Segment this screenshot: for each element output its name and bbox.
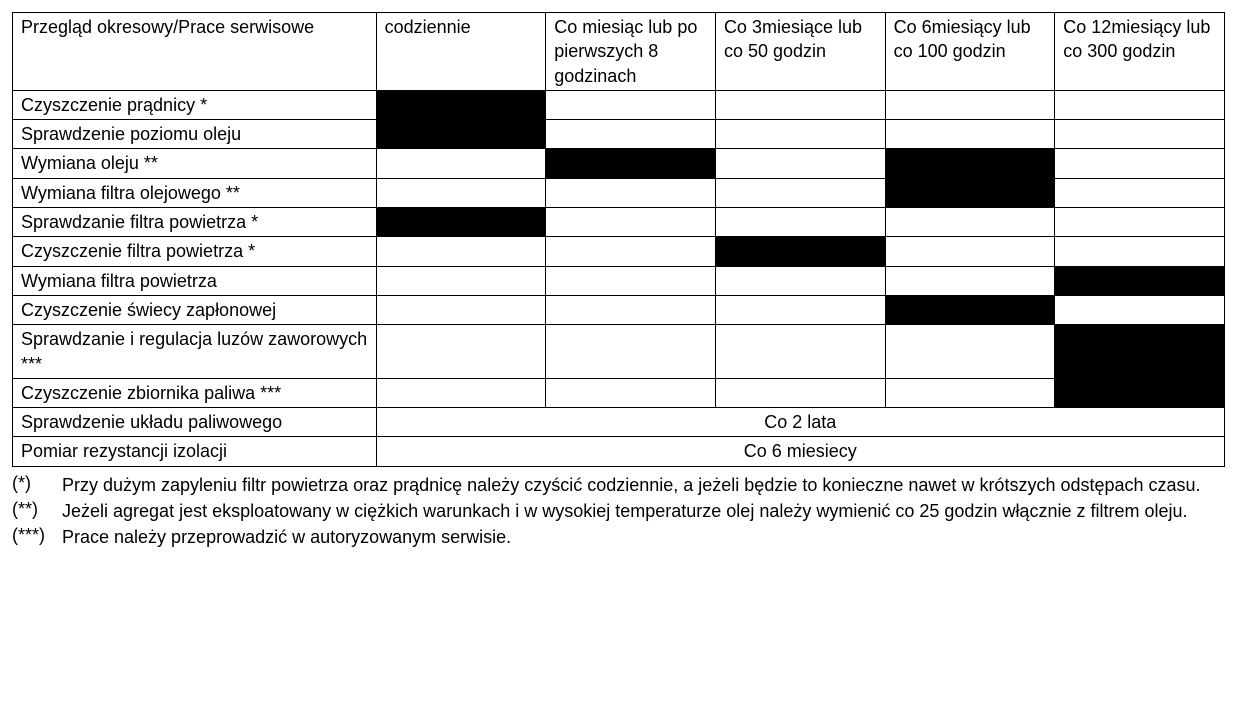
table-row: Wymiana oleju ** bbox=[13, 149, 1225, 178]
interval-cell bbox=[546, 237, 716, 266]
col-header-12mo: Co 12miesiący lub co 300 godzin bbox=[1055, 13, 1225, 91]
interval-cell bbox=[1055, 266, 1225, 295]
interval-cell bbox=[1055, 178, 1225, 207]
task-cell: Czyszczenie świecy zapłonowej bbox=[13, 295, 377, 324]
task-cell: Sprawdzenie poziomu oleju bbox=[13, 120, 377, 149]
interval-cell bbox=[1055, 120, 1225, 149]
task-cell: Czyszczenie filtra powietrza * bbox=[13, 237, 377, 266]
col-header-daily: codziennie bbox=[376, 13, 546, 91]
interval-cell bbox=[376, 237, 546, 266]
interval-cell bbox=[885, 90, 1055, 119]
interval-cell bbox=[376, 178, 546, 207]
table-row: Czyszczenie zbiornika paliwa *** bbox=[13, 378, 1225, 407]
table-row: Pomiar rezystancji izolacjiCo 6 miesiecy bbox=[13, 437, 1225, 466]
interval-cell bbox=[376, 208, 546, 237]
footnote: (**) Jeżeli agregat jest eksploatowany w… bbox=[12, 499, 1225, 523]
spanned-cell: Co 2 lata bbox=[376, 408, 1224, 437]
interval-cell bbox=[885, 120, 1055, 149]
interval-cell bbox=[546, 120, 716, 149]
footnote: (***) Prace należy przeprowadzić w autor… bbox=[12, 525, 1225, 549]
interval-cell bbox=[1055, 208, 1225, 237]
interval-cell bbox=[715, 378, 885, 407]
interval-cell bbox=[376, 149, 546, 178]
footnote-marker: (***) bbox=[12, 525, 62, 546]
interval-cell bbox=[1055, 325, 1225, 379]
footnote-text: Przy dużym zapyleniu filtr powietrza ora… bbox=[62, 473, 1225, 497]
interval-cell bbox=[376, 120, 546, 149]
table-row: Sprawdzenie układu paliwowegoCo 2 lata bbox=[13, 408, 1225, 437]
task-cell: Sprawdzanie filtra powietrza * bbox=[13, 208, 377, 237]
interval-cell bbox=[715, 266, 885, 295]
interval-cell bbox=[546, 149, 716, 178]
footnote-text: Prace należy przeprowadzić w autoryzowan… bbox=[62, 525, 1225, 549]
interval-cell bbox=[715, 237, 885, 266]
task-cell: Wymiana filtra olejowego ** bbox=[13, 178, 377, 207]
table-row: Wymiana filtra olejowego ** bbox=[13, 178, 1225, 207]
maintenance-table: Przegląd okresowy/Prace serwisowe codzie… bbox=[12, 12, 1225, 467]
table-row: Czyszczenie świecy zapłonowej bbox=[13, 295, 1225, 324]
interval-cell bbox=[546, 90, 716, 119]
interval-cell bbox=[715, 90, 885, 119]
col-header-3mo: Co 3miesiące lub co 50 godzin bbox=[715, 13, 885, 91]
interval-cell bbox=[885, 325, 1055, 379]
table-row: Czyszczenie filtra powietrza * bbox=[13, 237, 1225, 266]
table-row: Sprawdzenie poziomu oleju bbox=[13, 120, 1225, 149]
table-row: Sprawdzanie i regulacja luzów zaworowych… bbox=[13, 325, 1225, 379]
interval-cell bbox=[885, 178, 1055, 207]
interval-cell bbox=[1055, 378, 1225, 407]
interval-cell bbox=[546, 208, 716, 237]
table-row: Wymiana filtra powietrza bbox=[13, 266, 1225, 295]
task-cell: Czyszczenie prądnicy * bbox=[13, 90, 377, 119]
interval-cell bbox=[885, 266, 1055, 295]
interval-cell bbox=[715, 295, 885, 324]
table-header-row: Przegląd okresowy/Prace serwisowe codzie… bbox=[13, 13, 1225, 91]
interval-cell bbox=[715, 208, 885, 237]
interval-cell bbox=[1055, 295, 1225, 324]
interval-cell bbox=[546, 378, 716, 407]
interval-cell bbox=[885, 237, 1055, 266]
footnote: (*) Przy dużym zapyleniu filtr powietrza… bbox=[12, 473, 1225, 497]
footnotes: (*) Przy dużym zapyleniu filtr powietrza… bbox=[12, 473, 1225, 550]
interval-cell bbox=[715, 149, 885, 178]
task-cell: Wymiana oleju ** bbox=[13, 149, 377, 178]
interval-cell bbox=[546, 178, 716, 207]
interval-cell bbox=[715, 178, 885, 207]
col-header-task: Przegląd okresowy/Prace serwisowe bbox=[13, 13, 377, 91]
interval-cell bbox=[1055, 149, 1225, 178]
interval-cell bbox=[885, 295, 1055, 324]
interval-cell bbox=[546, 325, 716, 379]
spanned-cell: Co 6 miesiecy bbox=[376, 437, 1224, 466]
interval-cell bbox=[1055, 90, 1225, 119]
table-row: Czyszczenie prądnicy * bbox=[13, 90, 1225, 119]
task-cell: Sprawdzenie układu paliwowego bbox=[13, 408, 377, 437]
interval-cell bbox=[376, 295, 546, 324]
col-header-6mo: Co 6miesiący lub co 100 godzin bbox=[885, 13, 1055, 91]
task-cell: Wymiana filtra powietrza bbox=[13, 266, 377, 295]
interval-cell bbox=[546, 266, 716, 295]
table-row: Sprawdzanie filtra powietrza * bbox=[13, 208, 1225, 237]
interval-cell bbox=[376, 266, 546, 295]
interval-cell bbox=[376, 90, 546, 119]
task-cell: Pomiar rezystancji izolacji bbox=[13, 437, 377, 466]
interval-cell bbox=[715, 325, 885, 379]
footnote-marker: (**) bbox=[12, 499, 62, 520]
footnote-marker: (*) bbox=[12, 473, 62, 494]
interval-cell bbox=[885, 208, 1055, 237]
task-cell: Sprawdzanie i regulacja luzów zaworowych… bbox=[13, 325, 377, 379]
interval-cell bbox=[376, 378, 546, 407]
interval-cell bbox=[546, 295, 716, 324]
interval-cell bbox=[885, 149, 1055, 178]
interval-cell bbox=[885, 378, 1055, 407]
task-cell: Czyszczenie zbiornika paliwa *** bbox=[13, 378, 377, 407]
interval-cell bbox=[1055, 237, 1225, 266]
col-header-monthly: Co miesiąc lub po pierwszych 8 godzinach bbox=[546, 13, 716, 91]
footnote-text: Jeżeli agregat jest eksploatowany w cięż… bbox=[62, 499, 1225, 523]
interval-cell bbox=[715, 120, 885, 149]
interval-cell bbox=[376, 325, 546, 379]
